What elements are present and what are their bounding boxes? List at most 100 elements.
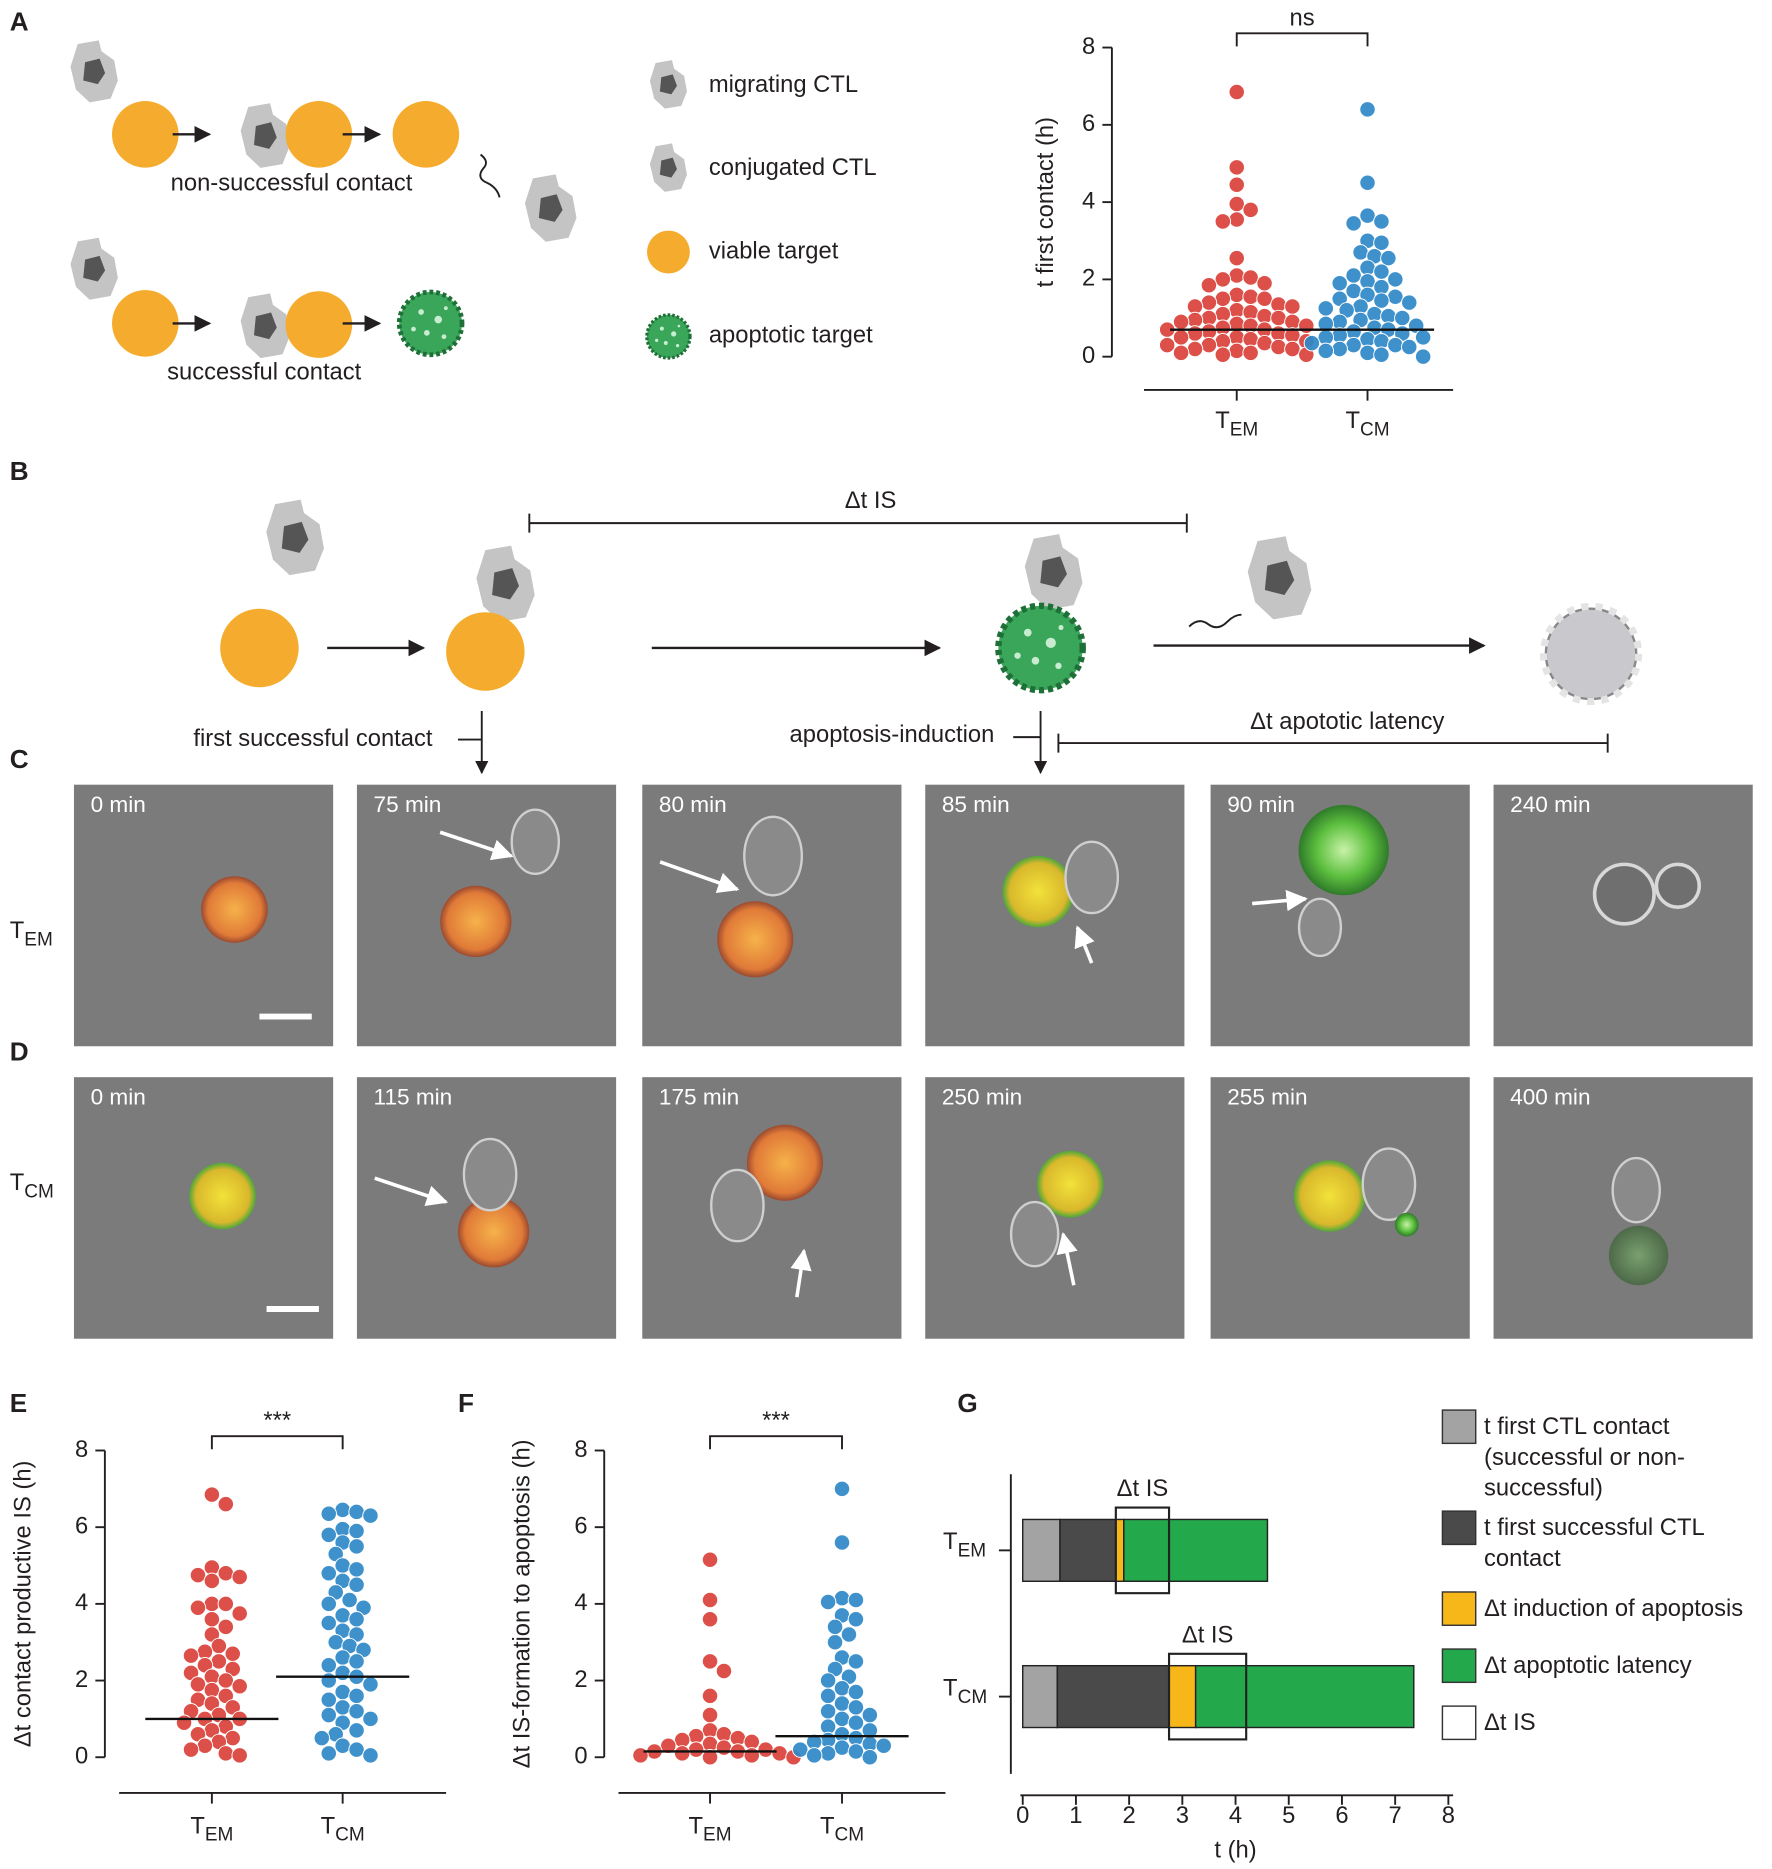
target-cell bbox=[717, 901, 794, 978]
y-tick-label: 8 bbox=[75, 1436, 88, 1463]
ctl bbox=[240, 103, 291, 168]
data-point bbox=[819, 1687, 837, 1705]
target bbox=[285, 291, 353, 358]
data-point bbox=[175, 1714, 193, 1731]
data-point bbox=[701, 1653, 719, 1670]
data-point bbox=[847, 1591, 865, 1609]
x-tick-label-base: T bbox=[820, 1813, 835, 1840]
legend-label: t first CTL contact (successful or non-s… bbox=[1484, 1413, 1685, 1502]
data-point bbox=[210, 1637, 228, 1655]
data-point bbox=[334, 1737, 351, 1754]
panel-label: A bbox=[10, 7, 29, 37]
data-point bbox=[320, 1595, 337, 1613]
data-point bbox=[1345, 267, 1362, 284]
bar-segment bbox=[1194, 1664, 1415, 1729]
y-tick-label-base: T bbox=[943, 1675, 958, 1702]
target-cell bbox=[1002, 856, 1074, 928]
data-point bbox=[819, 1745, 837, 1762]
row-label: TEM bbox=[10, 917, 53, 950]
pointer-arrow bbox=[659, 860, 740, 893]
target bbox=[446, 612, 525, 691]
significance-bracket bbox=[709, 1435, 843, 1450]
legend-entry: t first successful CTL contact bbox=[1484, 1515, 1704, 1572]
data-point bbox=[1228, 211, 1245, 228]
row-label-base: T bbox=[10, 1169, 25, 1196]
data-point bbox=[757, 1741, 774, 1758]
data-point bbox=[1303, 334, 1321, 352]
data-point bbox=[362, 1676, 379, 1693]
legend-swatch bbox=[1441, 1591, 1477, 1626]
y-tick-label: 0 bbox=[574, 1743, 587, 1770]
data-point bbox=[217, 1495, 234, 1513]
y-tick-label: 6 bbox=[75, 1512, 88, 1539]
data-point bbox=[847, 1683, 865, 1701]
data-point bbox=[203, 1595, 221, 1613]
ctl bbox=[524, 174, 577, 242]
data-point bbox=[320, 1614, 337, 1632]
significance-bracket bbox=[1235, 32, 1369, 47]
data-point bbox=[189, 1599, 207, 1616]
squiggle bbox=[1188, 613, 1242, 629]
data-point bbox=[847, 1611, 865, 1628]
data-point bbox=[847, 1714, 865, 1731]
data-point bbox=[203, 1486, 221, 1503]
x-tick-label-base: T bbox=[190, 1813, 205, 1840]
time-label: 0 min bbox=[91, 792, 146, 817]
y-axis-label: t first contact (h) bbox=[1032, 117, 1059, 287]
data-point bbox=[1284, 298, 1301, 315]
ctl-cell bbox=[1361, 1147, 1417, 1222]
y-tick-label: TCM bbox=[943, 1675, 987, 1708]
data-point bbox=[1228, 267, 1245, 284]
interval-label: Δt apototic latency bbox=[1250, 708, 1444, 735]
data-point bbox=[833, 1680, 851, 1697]
legend-label: apoptotic target bbox=[709, 322, 873, 349]
pointer-arrow bbox=[790, 1248, 812, 1298]
time-label: 75 min bbox=[374, 792, 442, 817]
legend-label: conjugated CTL bbox=[709, 154, 877, 181]
data-point bbox=[182, 1741, 200, 1758]
data-point bbox=[334, 1699, 351, 1716]
legend-label: Δt induction of apoptosis bbox=[1484, 1595, 1744, 1622]
ctl bbox=[266, 499, 324, 576]
data-point bbox=[348, 1741, 365, 1758]
legend-entry: t first CTL contact (successful or non-s… bbox=[1484, 1413, 1685, 1502]
significance: *** bbox=[762, 1407, 790, 1434]
data-point bbox=[1401, 338, 1418, 356]
data-point bbox=[341, 1591, 358, 1609]
bar-segment bbox=[1056, 1664, 1170, 1729]
x-tick-label: 0 bbox=[1016, 1802, 1029, 1829]
legend-entry: Δt apoptotic latency bbox=[1484, 1653, 1692, 1679]
interval-label: Δt IS bbox=[845, 487, 897, 514]
data-point bbox=[1186, 340, 1204, 358]
pointer-arrow bbox=[374, 1176, 449, 1207]
bar-segment bbox=[1123, 1518, 1269, 1582]
data-point bbox=[1256, 334, 1273, 352]
data-point bbox=[231, 1568, 248, 1586]
ctl-cell bbox=[710, 1168, 765, 1243]
y-tick-label: 2 bbox=[574, 1666, 587, 1693]
data-point bbox=[833, 1695, 851, 1712]
ctl bbox=[1247, 536, 1312, 620]
data-point bbox=[313, 1729, 330, 1747]
x-tick-label-sub: CM bbox=[834, 1825, 864, 1846]
x-tick-label-base: T bbox=[1345, 407, 1360, 434]
data-point bbox=[1394, 309, 1411, 327]
panel-label: B bbox=[10, 456, 29, 486]
x-tick-label-sub: EM bbox=[205, 1825, 234, 1846]
data-point bbox=[701, 1687, 719, 1705]
data-point bbox=[1228, 342, 1245, 360]
y-tick-label: 4 bbox=[574, 1589, 587, 1616]
bar-segment bbox=[1115, 1518, 1125, 1582]
dead-cell bbox=[1654, 862, 1702, 909]
pointer-arrow bbox=[1056, 1232, 1078, 1286]
x-tick-label: TEM bbox=[190, 1813, 233, 1846]
bar-segment bbox=[1022, 1664, 1059, 1729]
data-point bbox=[1242, 344, 1259, 362]
data-point bbox=[701, 1611, 719, 1628]
bracket bbox=[1057, 733, 1609, 753]
caption: successful contact bbox=[167, 359, 362, 386]
data-point bbox=[210, 1653, 228, 1670]
data-point bbox=[826, 1618, 844, 1636]
